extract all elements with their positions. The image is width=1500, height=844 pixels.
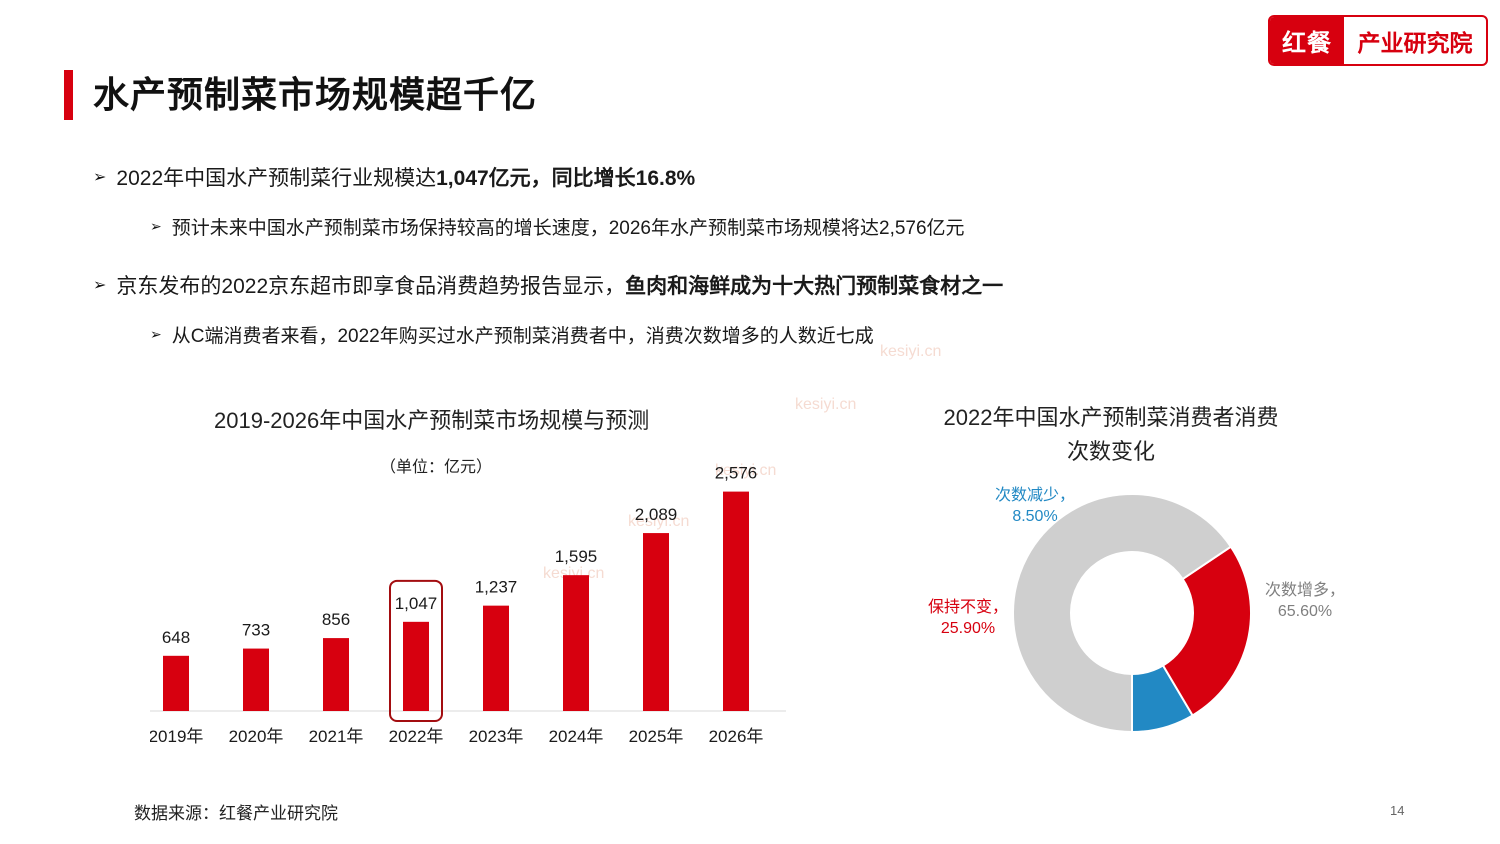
x-tick-label: 2019年 (150, 727, 203, 746)
bar (563, 575, 589, 711)
brand-logo: 红餐 产业研究院 (1268, 15, 1488, 66)
x-tick-label: 2020年 (229, 727, 284, 746)
bar-value-label: 733 (242, 621, 270, 640)
slice-label: 次数增多， (1265, 581, 1345, 599)
bullet-text: 预计未来中国水产预制菜市场保持较高的增长速度，2026年水产预制菜市场规模将达2… (171, 218, 965, 239)
slice-label: 次数减少， (995, 486, 1075, 504)
bar-value-label: 1,595 (555, 547, 598, 566)
watermark: kesiyi.cn (543, 565, 605, 582)
bar-value-label: 856 (322, 610, 350, 629)
bar (163, 655, 189, 711)
watermark: kesiyi.cn (795, 396, 857, 413)
watermark: kesiyi.cn (880, 343, 942, 360)
donut-chart-title-line-1: 2022年中国水产预制菜消费者消费 (943, 405, 1279, 430)
slice-pct-label: 65.60% (1278, 603, 1332, 620)
bullet-text: 从C端消费者来看，2022年购买过水产预制菜消费者中，消费次数增多的人数近七成 (171, 326, 874, 347)
bar (643, 533, 669, 711)
bullet-text: 2022年中国水产预制菜行业规模达 (116, 167, 437, 190)
page-number: 14 (1390, 803, 1405, 818)
watermark: kesiyi.cn (628, 513, 690, 530)
logo-name: 产业研究院 (1357, 29, 1473, 56)
page-title: 水产预制菜市场规模超千亿 (93, 74, 538, 115)
slice-pct-label: 8.50% (1012, 508, 1057, 525)
x-tick-label: 2023年 (469, 727, 524, 746)
slice-label: 保持不变， (928, 598, 1008, 616)
donut-slice (1161, 545, 1252, 717)
bullet-2: ➢ 预计未来中国水产预制菜市场保持较高的增长速度，2026年水产预制菜市场规模将… (150, 213, 965, 240)
x-tick-label: 2024年 (549, 727, 604, 746)
x-tick-label: 2022年 (389, 727, 444, 746)
slice-pct-label: 25.90% (941, 620, 995, 637)
arrow-bullet-icon: ➢ (150, 218, 162, 234)
watermark: kesiyi.cn (715, 462, 777, 479)
bar-value-label: 2,089 (635, 505, 678, 524)
bar-value-label: 2,576 (715, 464, 758, 483)
bar-value-label: 1,237 (475, 578, 518, 597)
bar (243, 648, 269, 711)
donut-slice (1012, 493, 1233, 734)
donut-chart-title: 2022年中国水产预制菜消费者消费 次数变化 (925, 400, 1297, 466)
donut-chart: 次数减少， 8.50% 保持不变， 25.90% 次数增多， 65.60% (928, 486, 1345, 734)
bar (723, 491, 749, 711)
bullet-1: ➢ 2022年中国水产预制菜行业规模达 1,047亿元，同比增长16.8% (93, 162, 695, 192)
bullet-text-bold: 1,047亿元，同比增长16.8% (436, 167, 696, 190)
bar-value-label: 1,047 (395, 594, 438, 613)
bar-value-label: 648 (162, 628, 190, 647)
bar (323, 638, 349, 711)
highlight-frame (389, 579, 443, 722)
arrow-bullet-icon: ➢ (93, 277, 107, 294)
x-tick-label: 2025年 (629, 727, 684, 746)
arrow-bullet-icon: ➢ (150, 326, 162, 342)
arrow-bullet-icon: ➢ (93, 169, 107, 186)
bar-chart-title: 2019-2026年中国水产预制菜市场规模与预测 (214, 408, 650, 433)
x-tick-label: 2026年 (709, 727, 764, 746)
bar-chart-unit: （单位：亿元） (380, 459, 493, 476)
title-accent-bar (64, 70, 73, 120)
bar-chart: 648 2019年 733 2020年 856 2021年 1,047 2022年 1,237 2… (150, 464, 786, 746)
bullet-text-bold: 鱼肉和海鲜成为十大热门预制菜食材之一 (625, 275, 1004, 298)
bullet-3: ➢ 京东发布的2022京东超市即享食品消费趋势报告显示， 鱼肉和海鲜成为十大热门预… (93, 270, 1003, 300)
donut-chart-title-line-2: 次数变化 (1066, 439, 1155, 464)
data-source: 数据来源：红餐产业研究院 (134, 804, 338, 823)
bar (403, 621, 429, 711)
x-tick-label: 2021年 (309, 727, 364, 746)
bullet-4: ➢ 从C端消费者来看，2022年购买过水产预制菜消费者中，消费次数增多的人数近七… (150, 321, 874, 348)
bullet-text: 京东发布的2022京东超市即享食品消费趋势报告显示， (116, 275, 626, 298)
bar (483, 605, 509, 711)
logo-brand: 红餐 (1270, 17, 1344, 64)
